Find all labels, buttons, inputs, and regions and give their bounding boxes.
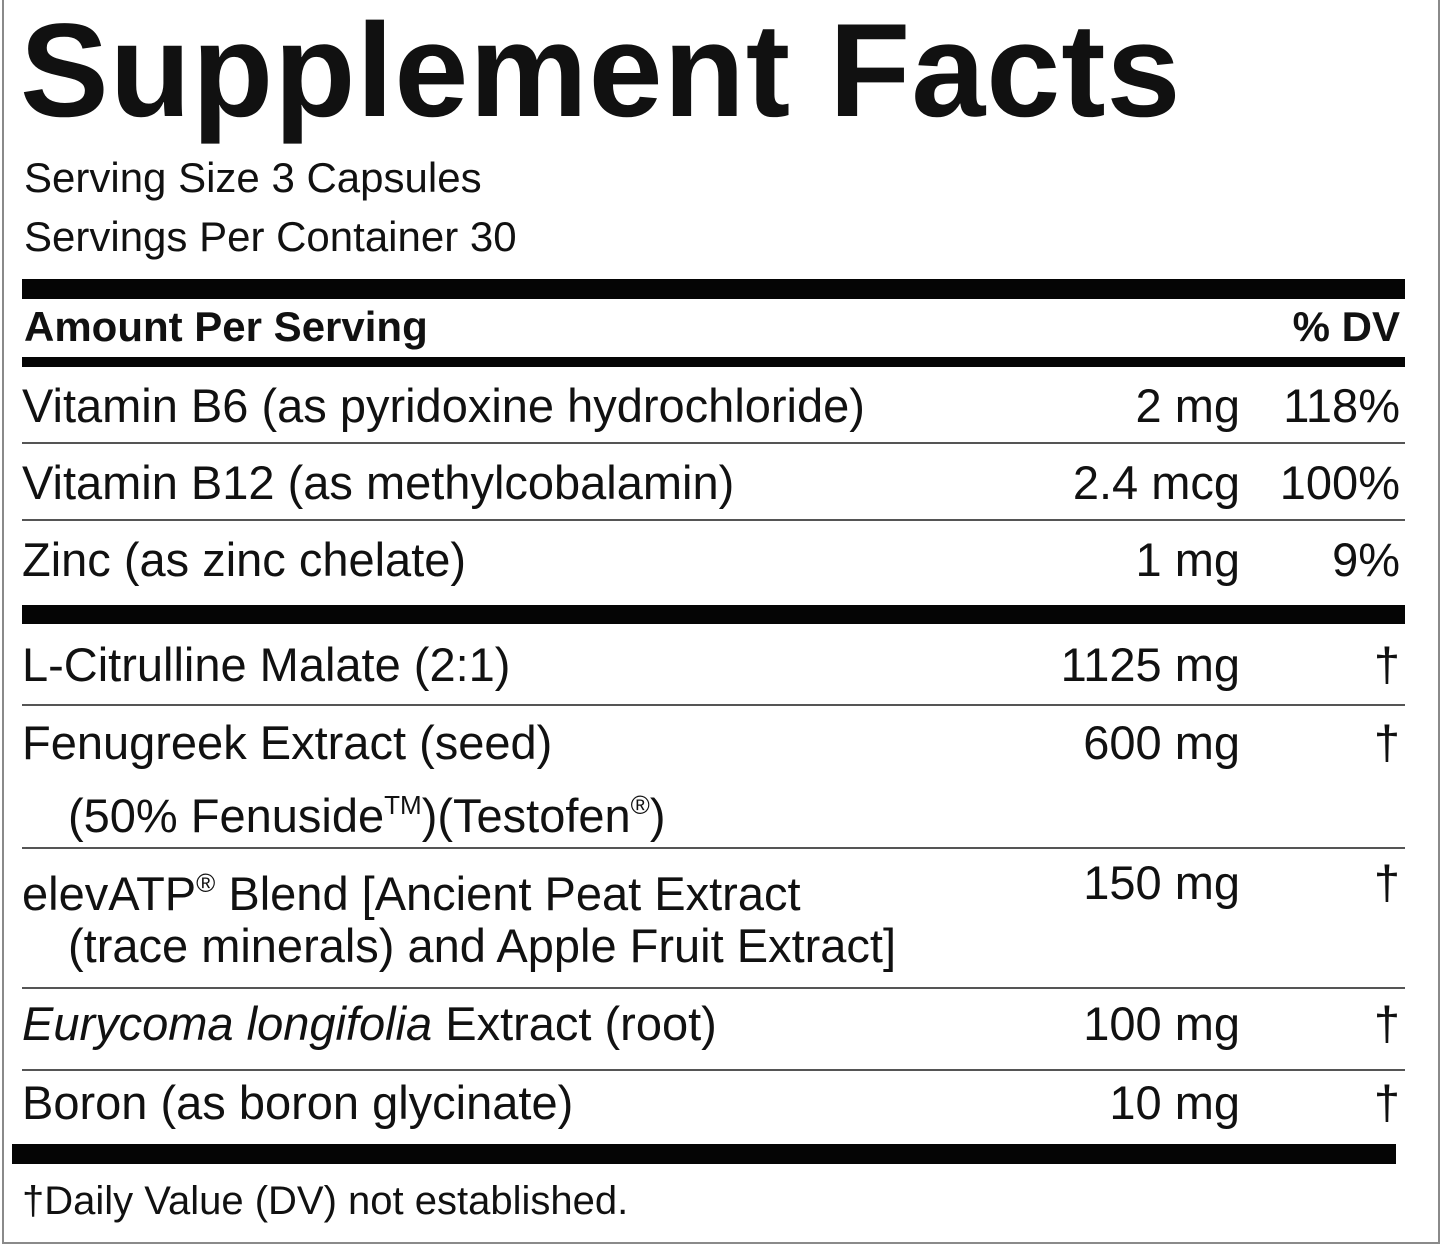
ingredient-dv: † (1373, 997, 1400, 1050)
nutrient-amount: 1 mg (1135, 533, 1241, 586)
trademark-mark: TM (384, 790, 422, 820)
registered-mark: ® (630, 790, 650, 820)
row-divider (22, 1069, 1405, 1071)
ingredient-amount: 100 mg (1083, 997, 1240, 1050)
nutrient-dv: 100% (1279, 456, 1400, 509)
nutrient-name: Zinc (as zinc chelate) (22, 533, 467, 586)
thick-divider (12, 1144, 1396, 1164)
nutrient-amount: 2.4 mcg (1072, 456, 1240, 509)
ingredient-name: Fenugreek Extract (seed) (22, 716, 553, 769)
row-divider (22, 987, 1405, 989)
ingredient-dv: † (1373, 716, 1400, 769)
ingredient-amount: 10 mg (1109, 1076, 1240, 1129)
ingredient-dv: † (1373, 638, 1400, 691)
footnote: †Daily Value (DV) not established. (22, 1179, 629, 1223)
thick-divider (22, 605, 1405, 624)
amount-per-serving-header: Amount Per Serving (24, 303, 428, 350)
nutrient-name: Vitamin B12 (as methylcobalamin) (22, 456, 735, 509)
ingredient-detail: (trace minerals) and Apple Fruit Extract… (68, 919, 897, 972)
ingredient-dv: † (1373, 856, 1400, 909)
servings-per-container: Servings Per Container 30 (24, 213, 517, 260)
ingredient-detail: (50% FenusideTM)(Testofen®) (68, 789, 666, 842)
medium-divider (22, 357, 1405, 367)
thick-divider (22, 279, 1405, 299)
ingredient-name: elevATP® Blend [Ancient Peat Extract (22, 867, 801, 920)
row-divider (22, 704, 1405, 706)
ingredient-name: Boron (as boron glycinate) (22, 1076, 574, 1129)
dv-header: % DV (1292, 303, 1400, 350)
row-divider (22, 847, 1405, 849)
nutrient-amount: 2 mg (1135, 379, 1241, 432)
ingredient-name: Eurycoma longifolia Extract (root) (22, 997, 717, 1050)
nutrient-dv: 118% (1283, 379, 1400, 432)
registered-mark: ® (196, 868, 216, 898)
row-divider (22, 519, 1405, 521)
ingredient-amount: 150 mg (1083, 856, 1240, 909)
ingredient-amount: 1125 mg (1060, 638, 1240, 691)
nutrient-dv: 9% (1332, 533, 1400, 586)
page-title: Supplement Facts (20, 0, 1182, 145)
serving-size: Serving Size 3 Capsules (24, 154, 482, 201)
ingredient-name: L-Citrulline Malate (2:1) (22, 638, 511, 691)
nutrient-name: Vitamin B6 (as pyridoxine hydrochloride) (22, 379, 865, 432)
ingredient-dv: † (1373, 1076, 1400, 1129)
row-divider (22, 442, 1405, 444)
ingredient-amount: 600 mg (1083, 716, 1240, 769)
